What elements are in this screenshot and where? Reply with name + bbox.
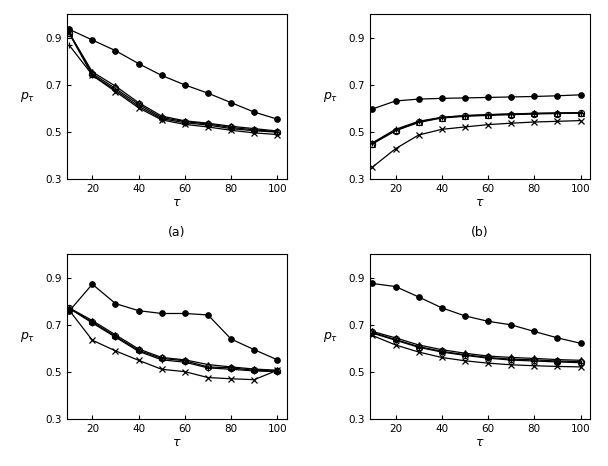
Y-axis label: $p_{\tau}$: $p_{\tau}$ [323,90,338,104]
Y-axis label: $p_{\tau}$: $p_{\tau}$ [323,329,338,343]
X-axis label: τ: τ [476,196,483,209]
X-axis label: τ: τ [476,436,483,449]
X-axis label: τ: τ [173,196,181,209]
Text: (b): (b) [471,226,489,239]
Text: (a): (a) [168,226,185,239]
Y-axis label: $p_{\tau}$: $p_{\tau}$ [19,329,35,343]
Y-axis label: $p_{\tau}$: $p_{\tau}$ [19,90,35,104]
X-axis label: τ: τ [173,436,181,449]
